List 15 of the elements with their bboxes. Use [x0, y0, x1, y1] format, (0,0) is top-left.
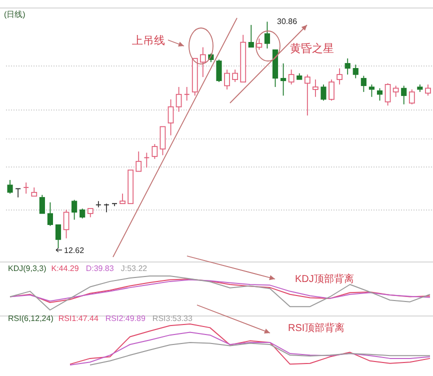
series-label: J:53.22 [120, 264, 148, 273]
annotation: 12.62 [64, 246, 85, 255]
chart-title: KDJ(9,3,3) [8, 264, 47, 273]
text: D:39.83 [86, 264, 114, 273]
annotation: KDJ顶部背离 [295, 273, 354, 285]
annotation: RSI顶部背离 [288, 322, 345, 334]
text: RSI1:47.44 [58, 314, 99, 323]
annotation: 30.86 [277, 17, 298, 26]
text: RSI2:49.89 [105, 314, 146, 323]
chart-title: RSI(6,12,24) [8, 314, 54, 323]
chart-title: (日线) [4, 10, 26, 19]
text: K:44.29 [51, 264, 80, 273]
annotation: 上吊线 [132, 34, 165, 47]
text: RSI3:53.33 [152, 314, 193, 323]
annotation: 黄昏之星 [290, 42, 334, 55]
